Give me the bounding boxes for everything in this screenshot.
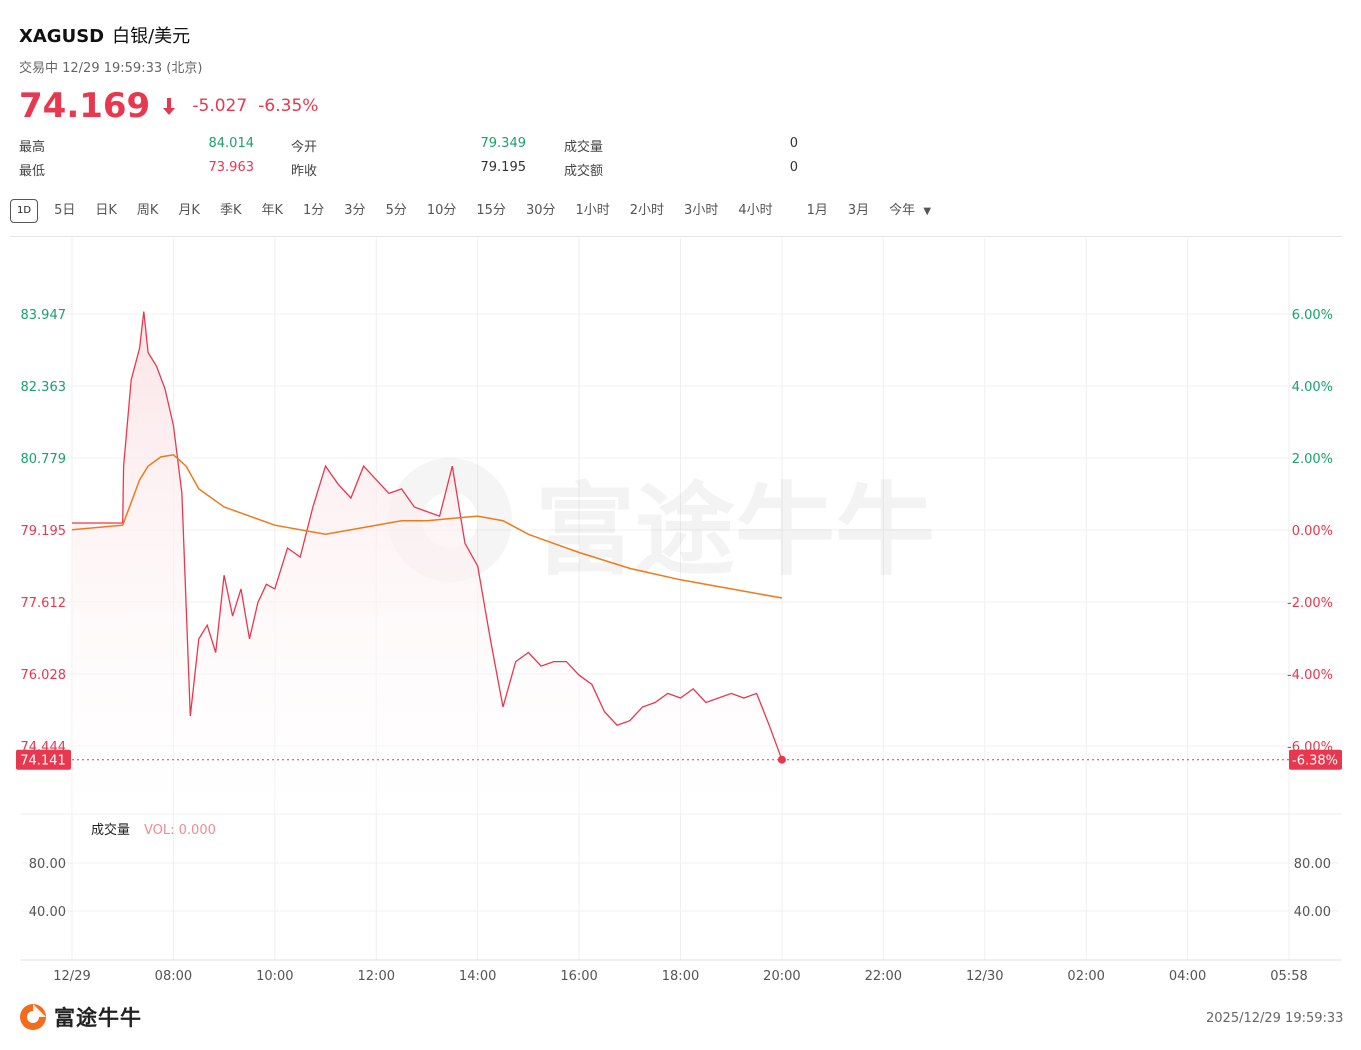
- tab-daily-k[interactable]: 日K: [95, 203, 117, 218]
- futu-logo-icon: [20, 1004, 46, 1030]
- tab-quarterly-k[interactable]: 季K: [219, 203, 242, 218]
- price-chart[interactable]: 富途牛牛 83.947 82.363 80.779 79.195 77.612 76.028…: [0, 0, 1361, 1000]
- symbol-title: XAGUSD 白银/美元: [19, 22, 190, 48]
- x-tick: 10:00: [256, 969, 293, 984]
- y-tick-left: 77.612: [21, 596, 67, 611]
- last-pct-tag: [1289, 749, 1342, 770]
- open-label: 今开: [291, 140, 318, 155]
- tab-yearly-k[interactable]: 年K: [261, 203, 283, 218]
- period-tabs: 1D 5日 日K 周K 月K 季K 年K 1分 3分 5分 10分 15分 30…: [10, 197, 941, 225]
- tab-10min[interactable]: 10分: [426, 203, 457, 218]
- x-tick: 22:00: [865, 969, 902, 984]
- prev-close-label: 昨收: [291, 164, 318, 179]
- price-row: 74.169 -5.027 -6.35%: [19, 86, 318, 126]
- x-tick: 05:58: [1270, 969, 1307, 984]
- volume-legend: VOL: 0.000: [144, 823, 216, 838]
- high-value: 84.014: [208, 136, 255, 151]
- footer-logo: 富途牛牛: [18, 1002, 142, 1032]
- tab-1min[interactable]: 1分: [303, 203, 325, 218]
- tab-15min[interactable]: 15分: [476, 203, 506, 218]
- high-label: 最高: [19, 140, 46, 155]
- symbol-code: XAGUSD: [19, 26, 105, 47]
- volume-label: 成交量: [564, 140, 604, 155]
- symbol-name: 白银/美元: [112, 26, 191, 47]
- price-change-pct: -6.35%: [258, 96, 319, 116]
- last-price-tag: [16, 749, 71, 770]
- y-tick-right: 6.00%: [1292, 308, 1333, 323]
- low-label: 最低: [19, 164, 46, 179]
- tab-30min[interactable]: 30分: [525, 203, 556, 218]
- x-tick: 12:00: [358, 969, 395, 984]
- prev-close-value: 79.195: [480, 160, 527, 175]
- x-tick: 18:00: [662, 969, 699, 984]
- turnover-value: 0: [789, 160, 798, 175]
- volume-value: 0: [789, 136, 798, 151]
- y-tick-left: 82.363: [21, 380, 67, 395]
- trading-status: 交易中 12/29 19:59:33 (北京): [19, 61, 203, 76]
- tab-5min[interactable]: 5分: [385, 203, 407, 218]
- x-tick: 08:00: [155, 969, 192, 984]
- tab-3hour[interactable]: 3小时: [684, 203, 719, 218]
- price-change: -5.027: [192, 96, 248, 116]
- vol-tick-left: 40.00: [29, 905, 66, 920]
- tab-monthly-k[interactable]: 月K: [178, 203, 200, 218]
- last-price-dot: [777, 755, 786, 764]
- down-arrow-icon: [163, 98, 176, 115]
- price-line: [72, 311, 783, 760]
- last-price-tag-label: 74.141: [20, 754, 66, 769]
- tab-3min[interactable]: 3分: [344, 203, 366, 218]
- y-tick-right: 2.00%: [1292, 452, 1333, 467]
- y-tick-left: 79.195: [21, 524, 67, 539]
- y-tick-right: -4.00%: [1287, 668, 1333, 683]
- y-tick-left: 80.779: [21, 452, 67, 467]
- tab-5d[interactable]: 5日: [54, 203, 76, 218]
- x-tick: 14:00: [459, 969, 496, 984]
- watermark-text: 富途牛牛: [535, 472, 935, 589]
- tab-ytd-label: 今年: [889, 203, 916, 218]
- open-value: 79.349: [480, 136, 527, 151]
- footer-timestamp: 2025/12/29 19:59:33: [1206, 1011, 1344, 1026]
- turnover-label: 成交额: [564, 164, 604, 179]
- y-tick-right: -2.00%: [1287, 596, 1333, 611]
- volume-title: 成交量: [91, 822, 130, 838]
- x-tick: 12/29: [53, 969, 90, 984]
- x-tick: 02:00: [1067, 969, 1104, 984]
- tab-2hour[interactable]: 2小时: [629, 203, 665, 218]
- low-value: 73.963: [208, 160, 255, 175]
- last-pct-tag-label: -6.38%: [1292, 754, 1338, 769]
- y-tick-left: 76.028: [21, 668, 67, 683]
- tab-weekly-k[interactable]: 周K: [136, 203, 159, 218]
- tab-ytd-dropdown[interactable]: 今年 ▼: [879, 198, 941, 224]
- tab-4hour[interactable]: 4小时: [738, 203, 773, 218]
- y-tick-right: 0.00%: [1292, 524, 1333, 539]
- tab-1d[interactable]: 1D: [10, 199, 39, 223]
- y-tick-left: 83.947: [21, 308, 67, 323]
- caret-down-icon: ▼: [923, 206, 932, 217]
- x-tick: 12/30: [966, 969, 1003, 984]
- vol-tick-left: 80.00: [29, 857, 66, 872]
- last-price: 74.169: [19, 86, 151, 126]
- tab-1hour[interactable]: 1小时: [575, 203, 610, 218]
- vol-tick-right: 80.00: [1294, 857, 1331, 872]
- vol-tick-right: 40.00: [1294, 905, 1331, 920]
- tab-1month[interactable]: 1月: [806, 203, 828, 218]
- tab-3month[interactable]: 3月: [847, 203, 870, 218]
- y-tick-right: 4.00%: [1292, 380, 1333, 395]
- tabs-divider: [10, 236, 1342, 237]
- x-tick: 16:00: [560, 969, 597, 984]
- average-line: [71, 453, 783, 599]
- x-tick: 04:00: [1169, 969, 1206, 984]
- footer-logo-text: 富途牛牛: [54, 1006, 142, 1030]
- price-area: [72, 311, 782, 814]
- x-tick: 20:00: [763, 969, 800, 984]
